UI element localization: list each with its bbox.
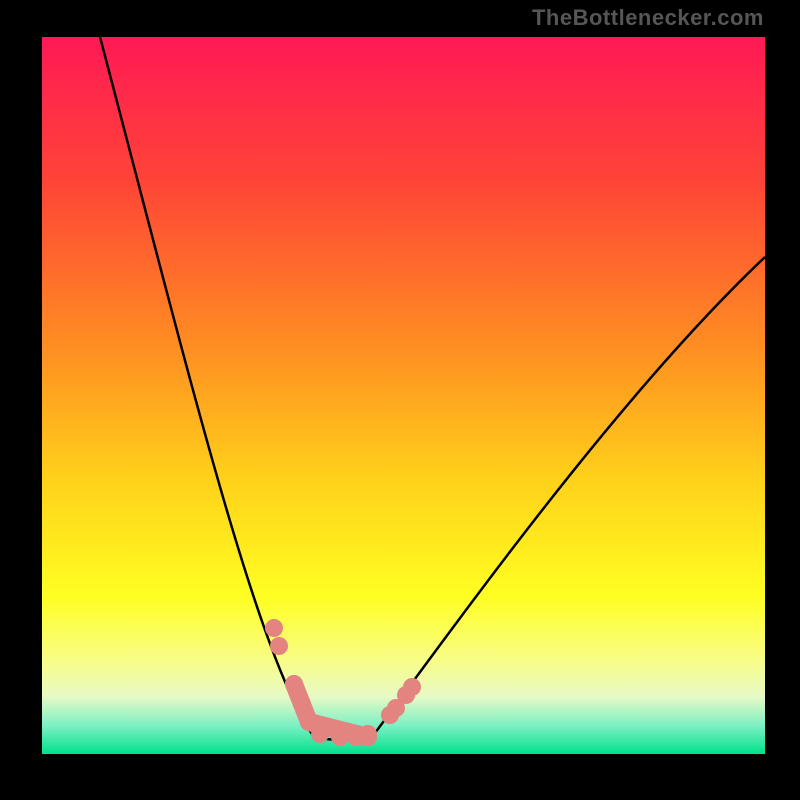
data-marker — [331, 728, 349, 746]
chart-frame: TheBottlenecker.com — [0, 0, 800, 800]
chart-svg-layer — [42, 37, 765, 754]
data-marker — [311, 725, 329, 743]
data-marker — [359, 725, 377, 743]
data-marker — [265, 619, 283, 637]
watermark-text: TheBottlenecker.com — [532, 5, 764, 31]
data-marker — [293, 695, 311, 713]
data-marker — [403, 678, 421, 696]
data-marker — [270, 637, 288, 655]
v-curve — [100, 37, 765, 740]
data-marker — [285, 675, 303, 693]
